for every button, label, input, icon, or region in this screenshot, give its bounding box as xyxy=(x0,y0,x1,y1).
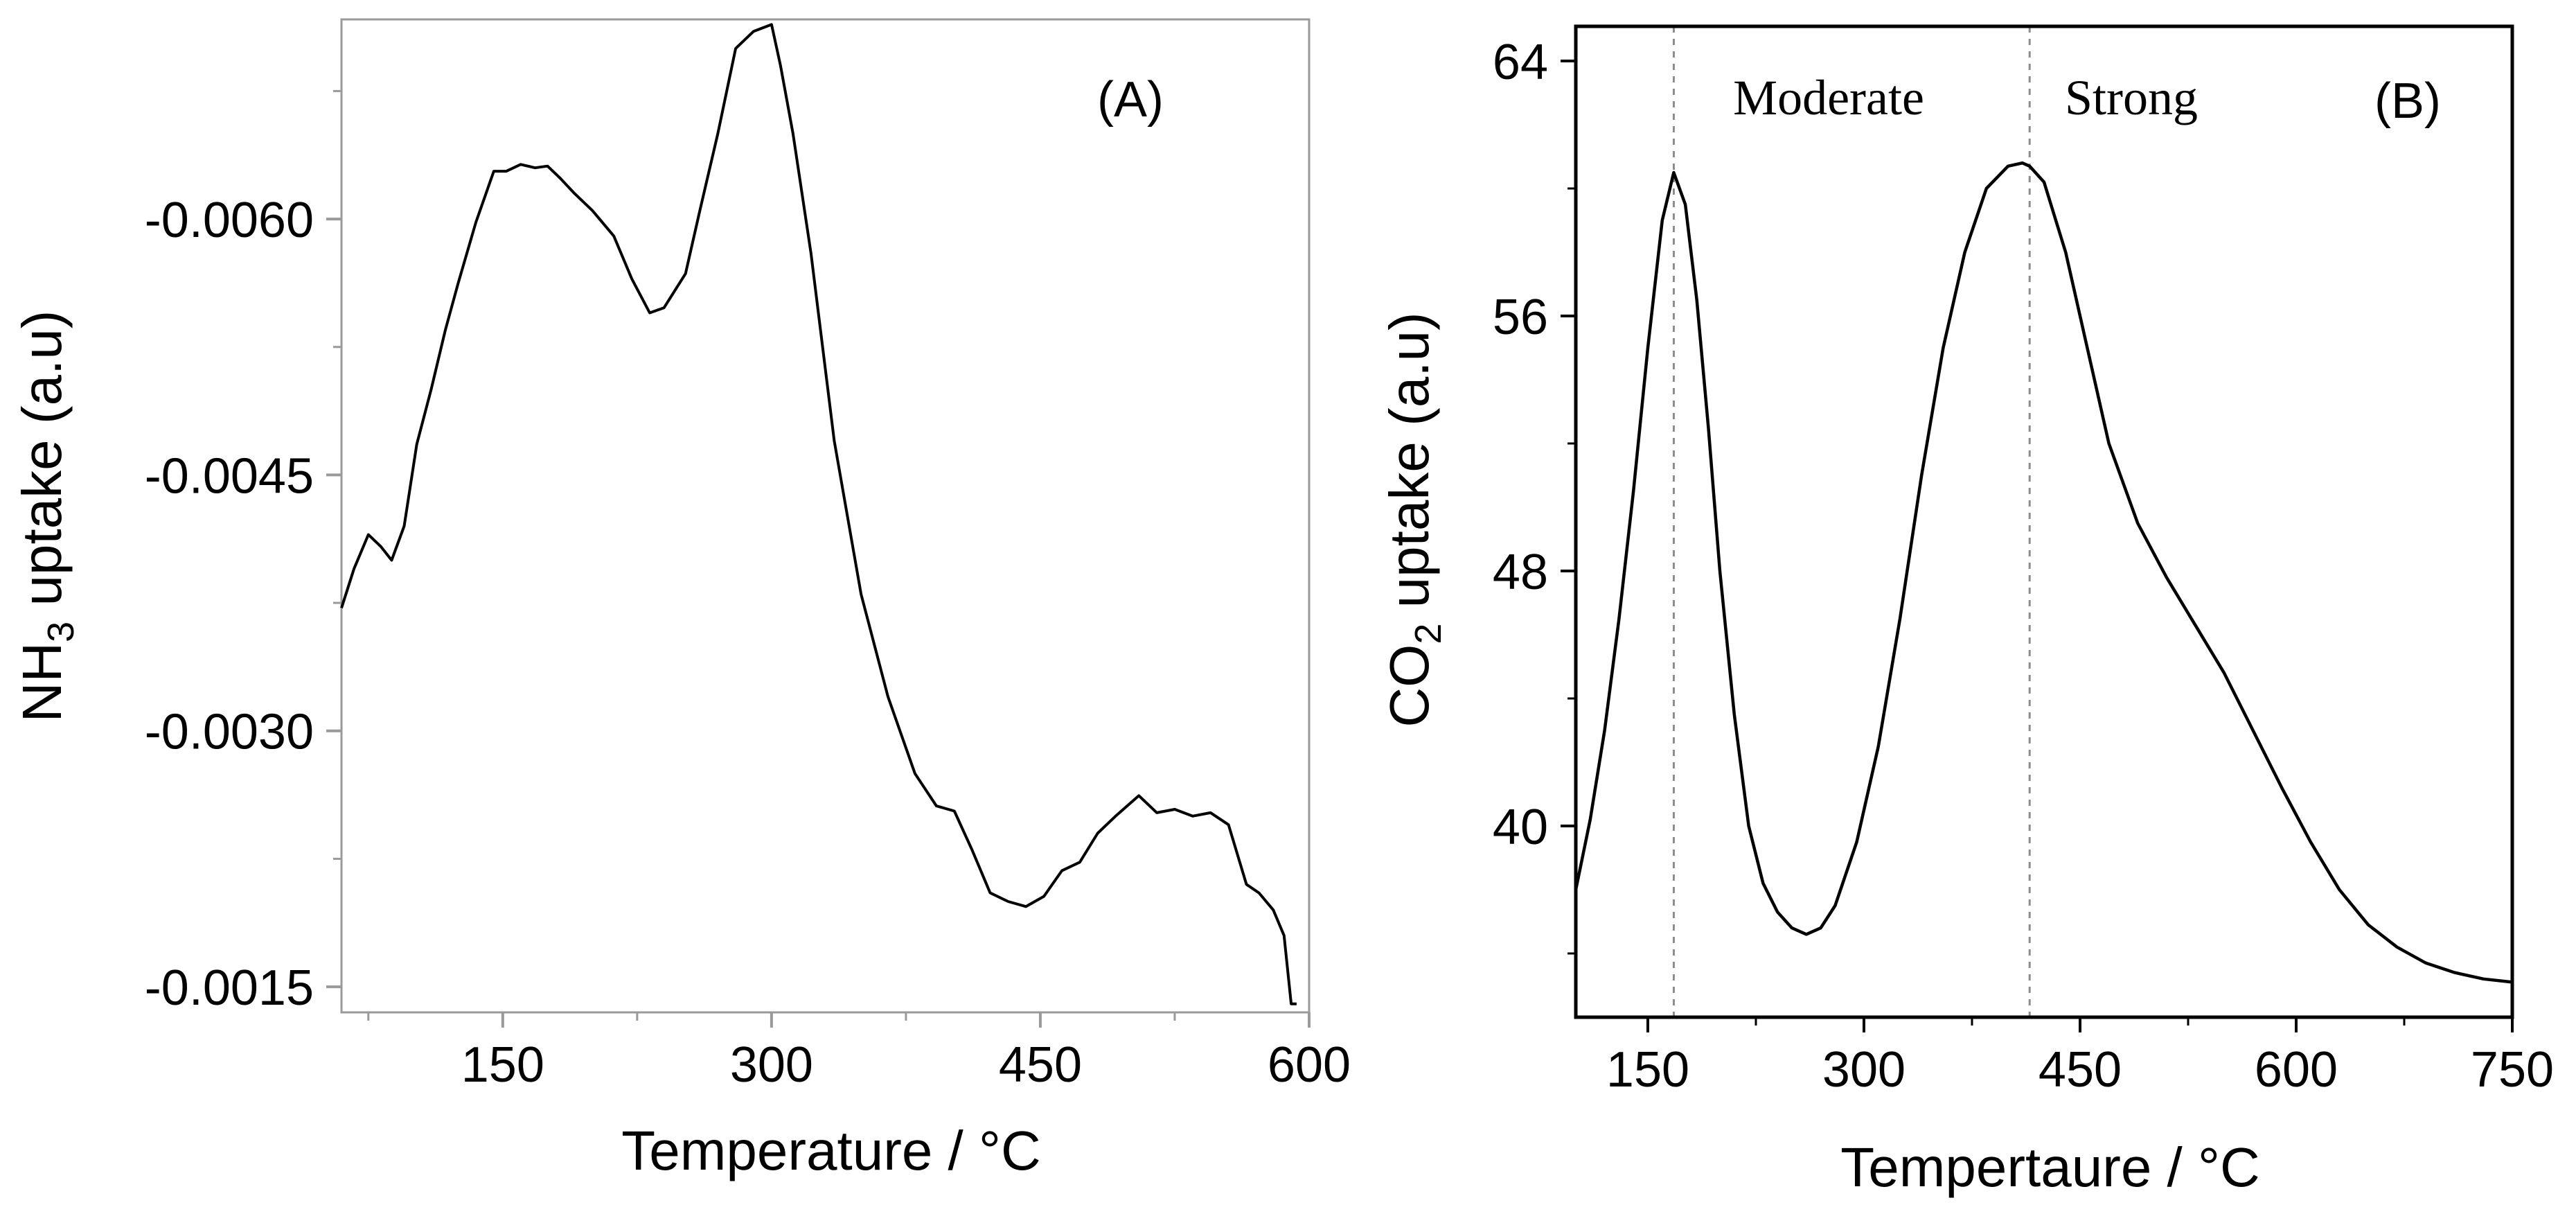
panel-a-y-tick-label: -0.0045 xyxy=(145,448,314,504)
panel-a-plot-area xyxy=(340,18,1311,1014)
panel-a-y-axis-label-prefix: NH xyxy=(11,642,73,723)
panel-a-x-tick-label: 600 xyxy=(1268,1037,1351,1093)
panel-a-y-tick-label: -0.0060 xyxy=(145,193,314,248)
panel-a-x-tick-label: 150 xyxy=(461,1037,544,1093)
panel-b-x-axis-unit: °C xyxy=(2198,1136,2260,1198)
panel-b-y-axis-label: CO2 uptake (a.u) xyxy=(1378,312,1449,727)
panel-a-frame xyxy=(340,18,1311,1014)
panel-b-y-axis-label-subscript: 2 xyxy=(1407,624,1449,644)
panel-a-x-axis-label-text: Temperature / xyxy=(621,1120,979,1181)
panel-b-y-tick-label: 56 xyxy=(1493,290,1548,345)
panel-b-y-axis-label-prefix: CO xyxy=(1378,644,1440,728)
panel-a-y-tick-label: -0.0015 xyxy=(145,960,314,1016)
panel-b-x-tick-label: 300 xyxy=(1822,1042,1906,1098)
panel-b-co2-tpd-chart: 150 300 450 600 750 40 48 56 64 Moderate Strong… xyxy=(1378,24,2554,1198)
panel-a-x-tick-label: 300 xyxy=(730,1037,813,1093)
panel-b-x-axis-ticks: 150 300 450 600 750 xyxy=(1606,1017,2554,1098)
panel-a-x-axis-label: Temperature / °C xyxy=(621,1120,1041,1181)
panel-a-y-tick-label: -0.0030 xyxy=(145,705,314,760)
panel-b-y-tick-label: 48 xyxy=(1493,545,1548,600)
panel-a-x-axis-unit: °C xyxy=(979,1120,1041,1181)
panel-b-y-tick-label: 64 xyxy=(1493,35,1548,90)
panel-b-plot-area xyxy=(1574,24,2514,1019)
panel-b-x-tick-label: 150 xyxy=(1606,1042,1689,1098)
panel-b-series-line xyxy=(1574,161,2513,984)
panel-b-x-tick-label: 600 xyxy=(2255,1042,2338,1098)
panel-b-x-axis-label-text: Tempertaure / xyxy=(1840,1136,2198,1198)
panel-a-y-axis-ticks: -0.0060 -0.0045 -0.0030 -0.0015 xyxy=(145,89,341,1016)
panel-b-x-tick-label: 750 xyxy=(2471,1042,2554,1098)
panel-b-label: (B) xyxy=(2374,73,2441,129)
panel-b-x-axis-label: Tempertaure / °C xyxy=(1840,1136,2260,1198)
panel-b-y-tick-label: 40 xyxy=(1493,800,1548,855)
panel-a-series-line xyxy=(340,23,1297,1005)
panel-b-region-label-strong: Strong xyxy=(2065,70,2198,125)
panel-a-y-axis-label-subscript: 3 xyxy=(40,622,82,642)
panel-b-region-label-moderate: Moderate xyxy=(1733,70,1924,125)
panel-b-frame xyxy=(1574,24,2514,1019)
panel-b-y-axis-label-suffix: uptake (a.u) xyxy=(1378,312,1440,623)
panel-a-y-axis-label: NH3 uptake (a.u) xyxy=(11,310,82,723)
panel-b-y-axis-ticks: 40 48 56 64 xyxy=(1493,35,1576,955)
panel-a-y-axis-label-suffix: uptake (a.u) xyxy=(11,310,73,622)
panel-a-x-tick-label: 450 xyxy=(999,1037,1082,1093)
panel-a-label: (A) xyxy=(1097,72,1164,127)
panel-b-x-tick-label: 450 xyxy=(2038,1042,2122,1098)
panel-a-x-axis-ticks: 150 300 450 600 xyxy=(367,1012,1351,1093)
